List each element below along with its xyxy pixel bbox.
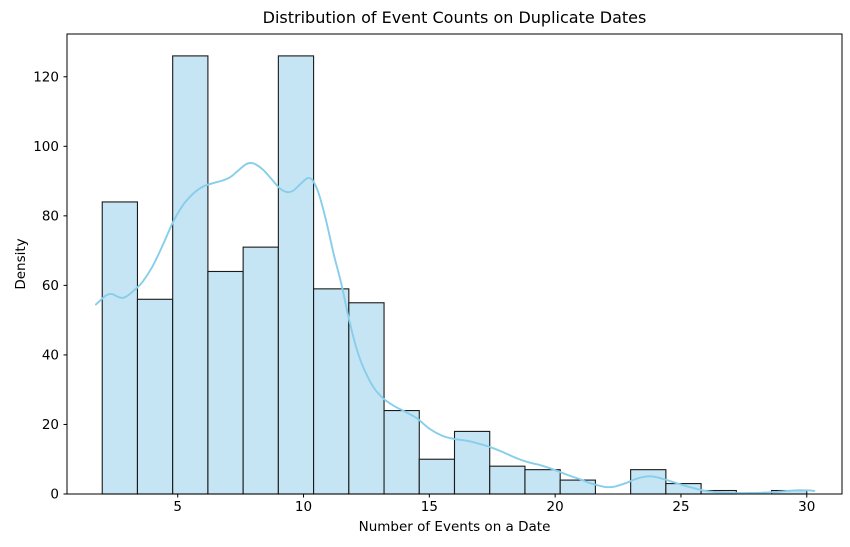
- histogram-bar: [277, 55, 315, 495]
- x-tick-label: 30: [798, 499, 815, 515]
- histogram-bar: [489, 465, 526, 495]
- histogram-bar: [313, 288, 350, 495]
- histogram-bar: [630, 469, 667, 495]
- histogram-bar: [242, 246, 279, 495]
- histogram-bar: [348, 302, 385, 495]
- y-tick-label: 40: [42, 347, 59, 363]
- y-axis-label: Density: [13, 238, 29, 290]
- histogram-bar: [524, 469, 561, 495]
- plot-border: [66, 33, 843, 495]
- y-tick-label: 100: [33, 139, 59, 155]
- x-tick-label: 20: [547, 499, 564, 515]
- chart-title: Distribution of Event Counts on Duplicat…: [262, 8, 647, 27]
- histogram-bar: [418, 458, 456, 495]
- histogram-bar: [383, 409, 420, 495]
- y-tick-label: 0: [50, 487, 59, 503]
- histogram-bar: [453, 430, 491, 495]
- histogram-bar: [136, 298, 174, 495]
- y-tick-label: 20: [42, 417, 59, 433]
- x-tick-label: 25: [672, 499, 689, 515]
- histogram-bar: [101, 201, 139, 495]
- x-axis-label: Number of Events on a Date: [358, 519, 551, 535]
- kde-curve: [94, 162, 816, 495]
- x-tick-label: 15: [421, 499, 438, 515]
- histogram-bar: [172, 55, 209, 495]
- x-tick-label: 5: [173, 499, 182, 515]
- histogram-bar: [207, 270, 244, 495]
- y-tick-label: 80: [42, 208, 59, 224]
- y-tick-label: 120: [33, 69, 59, 85]
- x-tick-label: 10: [295, 499, 312, 515]
- y-tick-label: 60: [42, 278, 59, 294]
